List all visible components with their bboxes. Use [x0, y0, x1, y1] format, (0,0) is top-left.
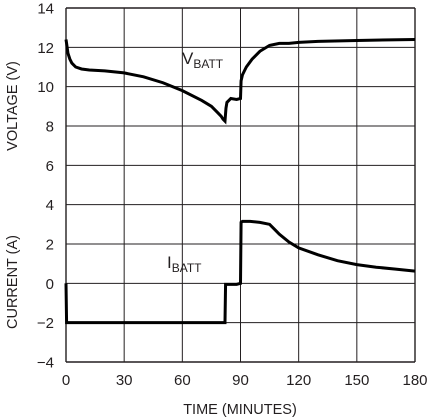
y-tick-label: 0 — [46, 276, 54, 293]
y-tick-label: 6 — [46, 158, 54, 175]
y-tick-label: −2 — [37, 315, 54, 332]
grid — [65, 7, 416, 363]
series-lines — [64, 37, 416, 325]
x-tick-label: 120 — [286, 372, 311, 389]
x-tick-label: 60 — [174, 372, 191, 389]
series-label-ibatt: IBATT — [167, 253, 202, 275]
x-axis-title: TIME (MINUTES) — [183, 402, 297, 418]
series-label-vbatt: VBATT — [182, 49, 224, 71]
y-tick-label: 14 — [37, 1, 54, 18]
series-line-vbatt — [64, 37, 416, 125]
x-tick-labels: 0 30 60 90 120 150 180 — [62, 372, 428, 389]
y-tick-label: −4 — [37, 355, 54, 372]
y-tick-label: 10 — [37, 79, 54, 96]
x-tick-label: 0 — [62, 372, 70, 389]
x-tick-label: 90 — [232, 372, 249, 389]
series-line-ibatt — [64, 219, 416, 325]
y-tick-label: 12 — [37, 40, 54, 57]
x-tick-label: 30 — [116, 372, 133, 389]
y-axis-title-current: CURRENT (A) — [5, 235, 21, 329]
x-tick-label: 180 — [402, 372, 427, 389]
y-tick-label: 2 — [46, 237, 54, 254]
y-tick-labels: 14 12 10 8 6 4 2 0 −2 −4 — [37, 1, 54, 372]
y-tick-label: 4 — [46, 197, 54, 214]
y-tick-label: 8 — [46, 119, 54, 136]
x-tick-label: 150 — [344, 372, 369, 389]
y-axis-title-voltage: VOLTAGE (V) — [5, 61, 21, 151]
